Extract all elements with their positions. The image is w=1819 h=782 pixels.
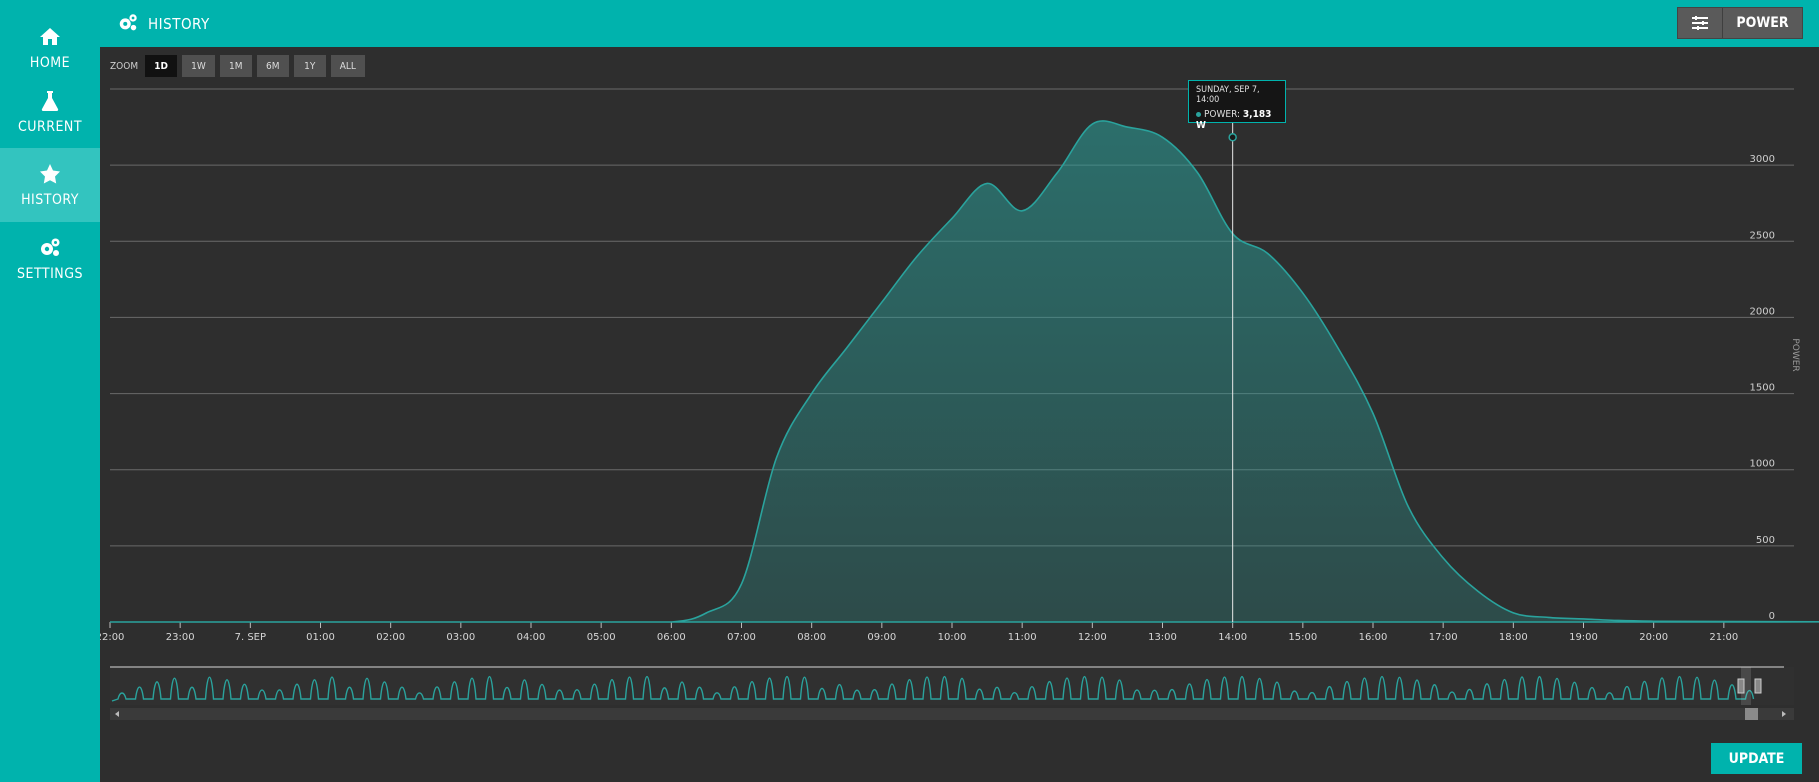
navigator-scrollbar-track — [110, 708, 1794, 720]
zoom-selector: ZOOM 1D 1W 1M 6M 1Y ALL — [110, 55, 365, 77]
y-axis-label: POWER — [1790, 338, 1800, 371]
tooltip-value: 3,183 W — [1196, 109, 1272, 131]
nav-item-settings[interactable]: SETTINGS — [0, 222, 100, 296]
nav-item-history[interactable]: HISTORY — [0, 148, 100, 222]
y-tick-label: 2000 — [1750, 306, 1775, 317]
top-bar: HISTORY POWER — [100, 0, 1819, 47]
x-tick-label: 07:00 — [727, 632, 756, 643]
navigator-selected-range — [1741, 667, 1751, 705]
x-tick-label: 19:00 — [1569, 632, 1598, 643]
x-tick-label: 21:00 — [1709, 632, 1738, 643]
x-tick-label: 16:00 — [1359, 632, 1388, 643]
navigator-series-line — [111, 675, 1755, 702]
power-history-chart[interactable]: 0 500 1000 1500 2000 2500 3000 POWER 22:00 23:00 7… — [100, 47, 1819, 737]
x-tick-label: 12:00 — [1078, 632, 1107, 643]
update-button[interactable]: UPDATE — [1711, 743, 1802, 774]
x-tick-label: 01:00 — [306, 632, 335, 643]
menu-icon[interactable] — [1678, 8, 1723, 38]
x-tick-label: 23:00 — [166, 632, 195, 643]
nav-item-label: HOME — [29, 55, 71, 71]
x-tick-label: 06:00 — [657, 632, 686, 643]
power-series-line — [110, 120, 1819, 623]
nav-item-label: CURRENT — [17, 119, 83, 135]
y-tick-label: 2500 — [1750, 230, 1775, 241]
nav-item-label: SETTINGS — [17, 266, 83, 282]
nav-item-home[interactable]: HOME — [0, 11, 100, 85]
zoom-button-1y[interactable]: 1Y — [293, 55, 326, 77]
gears-icon — [41, 238, 60, 256]
x-tick-label: 18:00 — [1499, 632, 1528, 643]
x-tick-label: 09:00 — [867, 632, 896, 643]
y-tick-label: 3000 — [1750, 154, 1775, 165]
x-tick-label: 20:00 — [1639, 632, 1668, 643]
tooltip-series-label: POWER: — [1204, 109, 1241, 120]
x-tick-label: 15:00 — [1288, 632, 1317, 643]
zoom-button-1d[interactable]: 1D — [145, 55, 178, 77]
navigator-scrollbar-thumb — [1745, 708, 1758, 720]
y-tick-label: 0 — [1769, 611, 1775, 622]
zoom-button-6m[interactable]: 6M — [256, 55, 289, 77]
x-tick-label: 11:00 — [1008, 632, 1037, 643]
x-tick-label: 04:00 — [517, 632, 546, 643]
y-tick-label: 1500 — [1750, 383, 1775, 394]
nav-item-label: HISTORY — [21, 192, 79, 208]
scroll-left-arrow-icon — [115, 711, 119, 717]
chart-tooltip: SUNDAY, SEP 7, 14:00 POWER: 3,183 W — [1188, 80, 1286, 131]
y-tick-label: 500 — [1756, 535, 1775, 546]
zoom-label: ZOOM — [110, 60, 139, 72]
scroll-right-arrow-icon — [1782, 711, 1786, 717]
power-area — [110, 120, 1819, 623]
zoom-button-1m[interactable]: 1M — [219, 55, 252, 77]
home-icon — [40, 28, 60, 45]
series-dot-icon — [1196, 111, 1201, 117]
navigator-left-handle — [1737, 678, 1745, 694]
sidebar: HOME CURRENT HISTORY SETTINGS — [0, 0, 100, 782]
hover-point-marker — [1228, 133, 1237, 142]
x-tick-label: 13:00 — [1148, 632, 1177, 643]
zoom-button-all[interactable]: ALL — [330, 55, 365, 77]
power-selector-button[interactable]: POWER — [1677, 7, 1803, 39]
x-tick-label: 14:00 — [1218, 632, 1247, 643]
zoom-button-1w[interactable]: 1W — [182, 55, 215, 77]
x-tick-label: 22:00 — [100, 632, 124, 643]
x-tick-label: 08:00 — [797, 632, 826, 643]
nav-item-current[interactable]: CURRENT — [0, 75, 100, 149]
star-icon — [40, 164, 60, 184]
tooltip-date: SUNDAY, SEP 7, 14:00 — [1196, 85, 1260, 105]
flask-icon — [41, 91, 59, 111]
y-tick-label: 1000 — [1750, 459, 1775, 470]
x-tick-label: 7. SEP — [235, 632, 266, 643]
page-title: HISTORY — [148, 15, 210, 33]
gears-icon — [119, 14, 137, 31]
power-button-label: POWER — [1736, 15, 1789, 31]
x-tick-label: 05:00 — [587, 632, 616, 643]
x-tick-label: 03:00 — [446, 632, 475, 643]
tooltip-value-row: POWER: 3,183 W — [1196, 109, 1278, 131]
x-tick-label: 10:00 — [938, 632, 967, 643]
x-tick-label: 17:00 — [1429, 632, 1458, 643]
x-tick-label: 02:00 — [376, 632, 405, 643]
navigator-right-handle — [1754, 678, 1762, 694]
